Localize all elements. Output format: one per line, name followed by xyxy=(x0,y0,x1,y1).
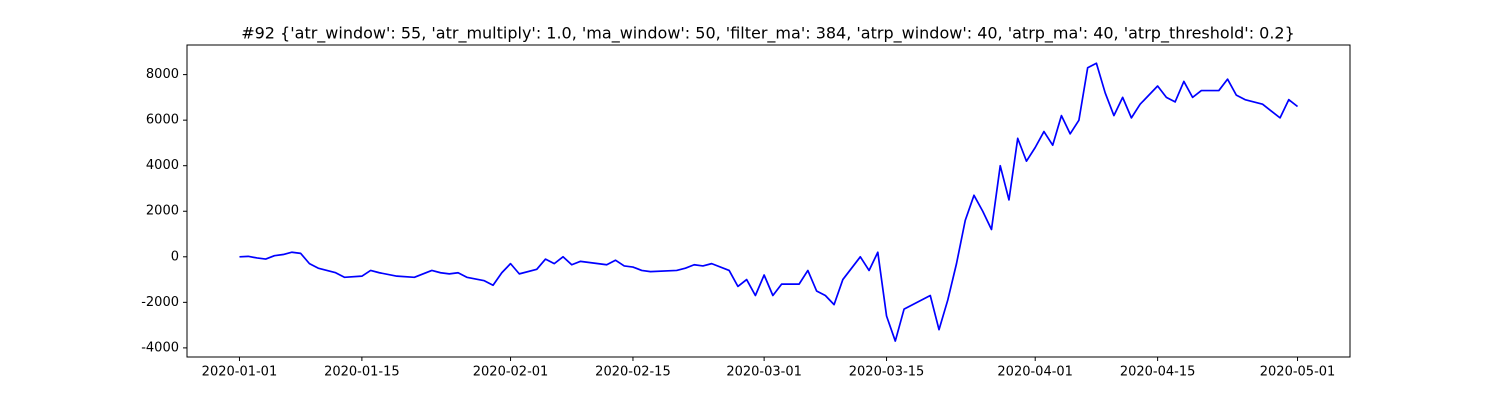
x-tick-label: 2020-05-01 xyxy=(1260,365,1336,380)
x-tick-label: 2020-01-01 xyxy=(202,365,278,380)
plot-frame xyxy=(186,44,1351,358)
x-tick-label: 2020-04-15 xyxy=(1120,365,1196,380)
x-tick-label: 2020-02-01 xyxy=(473,365,549,380)
y-tick-label: -2000 xyxy=(141,295,179,310)
x-tick-label: 2020-03-15 xyxy=(849,365,925,380)
x-tick-label: 2020-03-01 xyxy=(726,365,802,380)
x-tick-label: 2020-01-15 xyxy=(324,365,400,380)
x-tick-label: 2020-04-01 xyxy=(997,365,1073,380)
y-tick-label: -4000 xyxy=(141,340,179,355)
y-tick-label: 4000 xyxy=(146,158,179,173)
y-tick-label: 2000 xyxy=(146,204,179,219)
line-series xyxy=(239,62,1299,342)
y-tick-label: 8000 xyxy=(146,67,179,82)
x-tick-label: 2020-02-15 xyxy=(595,365,671,380)
y-tick-label: 6000 xyxy=(146,113,179,128)
chart-title: #92 {'atr_window': 55, 'atr_multiply': 1… xyxy=(241,24,1295,44)
y-tick-label: 0 xyxy=(171,249,179,264)
